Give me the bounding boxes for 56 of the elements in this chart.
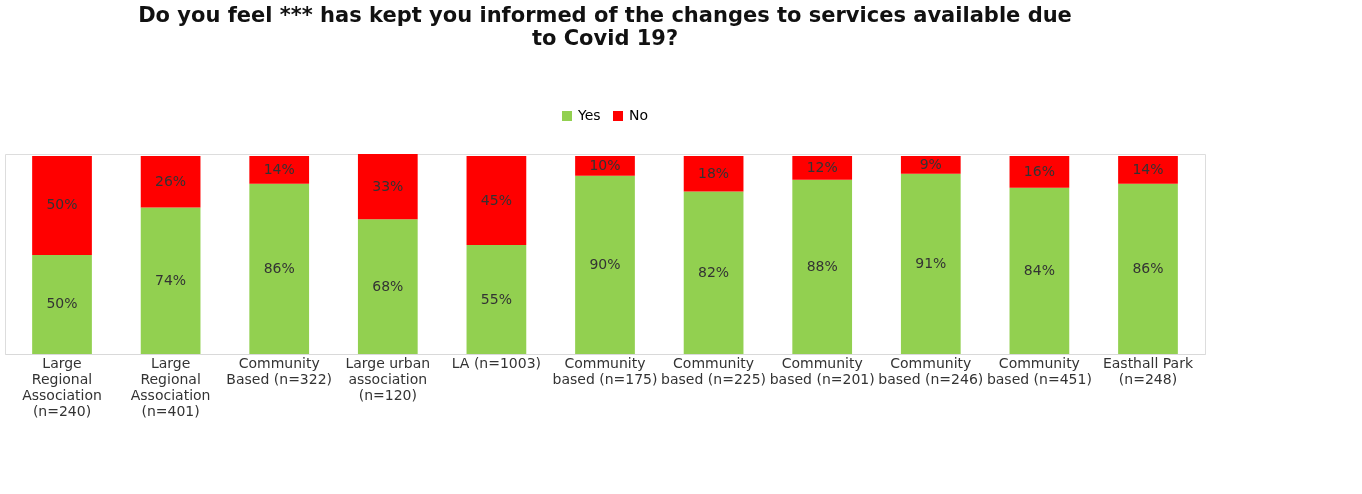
- legend-label: Yes: [577, 107, 601, 123]
- x-tick-label: Community Based (n=322): [226, 354, 333, 387]
- x-tick-label: Easthall Park (n=248): [1102, 354, 1194, 387]
- x-tick-label: Large Regional Association (n=401): [130, 354, 211, 419]
- x-tick-label: Community based (n=201): [769, 354, 875, 387]
- data-label: 50%: [46, 196, 78, 213]
- x-tick-label: Community based (n=246): [878, 354, 984, 387]
- data-label: 14%: [1132, 160, 1164, 177]
- bar: [249, 155, 310, 184]
- chart-title: Do you feel *** has kept you informed of the changes to services available due to Covid 19?: [138, 3, 1072, 50]
- data-label: 26%: [155, 172, 187, 189]
- bar: [32, 254, 92, 354]
- bar: [140, 155, 201, 208]
- bar: [792, 179, 853, 354]
- bar: [683, 191, 744, 354]
- x-tick-label: Community based (n=175): [552, 354, 658, 387]
- data-label: 68%: [372, 277, 404, 294]
- bar: [32, 155, 92, 255]
- x-tick-label: Large urban association (n=120): [345, 354, 431, 403]
- x-tick-label: Community based (n=451): [986, 354, 1092, 387]
- data-label: 9%: [919, 155, 942, 172]
- bar: [575, 175, 635, 354]
- data-label: 55%: [480, 290, 512, 307]
- bar: [466, 155, 527, 246]
- bar: [466, 245, 527, 354]
- data-label: 12%: [806, 158, 838, 175]
- bar: [792, 155, 853, 180]
- bar: [1009, 155, 1070, 188]
- data-label: 33%: [372, 177, 404, 194]
- data-label: 14%: [263, 160, 295, 177]
- data-label: 86%: [1132, 259, 1164, 276]
- data-label: 84%: [1023, 261, 1055, 278]
- data-label: 10%: [589, 156, 621, 173]
- bar: [357, 154, 418, 220]
- data-label: 50%: [46, 295, 78, 312]
- x-tick-label: Community based (n=225): [661, 354, 767, 387]
- data-label: 88%: [806, 257, 838, 274]
- x-tick-label: LA (n=1003): [451, 354, 542, 371]
- data-label: 18%: [698, 164, 730, 181]
- data-label: 74%: [155, 271, 187, 288]
- bar: [1009, 187, 1070, 354]
- bar: [140, 207, 201, 354]
- bar: [357, 219, 418, 354]
- data-label: 45%: [480, 191, 512, 208]
- bar: [683, 155, 744, 192]
- data-label: 91%: [915, 254, 947, 271]
- data-label: 86%: [263, 259, 295, 276]
- bar: [249, 183, 310, 354]
- bar: [900, 173, 961, 354]
- bar: [1118, 183, 1178, 354]
- legend-label: No: [629, 107, 649, 123]
- data-label: 16%: [1023, 162, 1055, 179]
- x-tick-label: Large Regional Association (n=240): [22, 354, 102, 419]
- data-label: 90%: [589, 255, 621, 272]
- bar: [1118, 155, 1178, 184]
- data-label: 82%: [698, 263, 730, 280]
